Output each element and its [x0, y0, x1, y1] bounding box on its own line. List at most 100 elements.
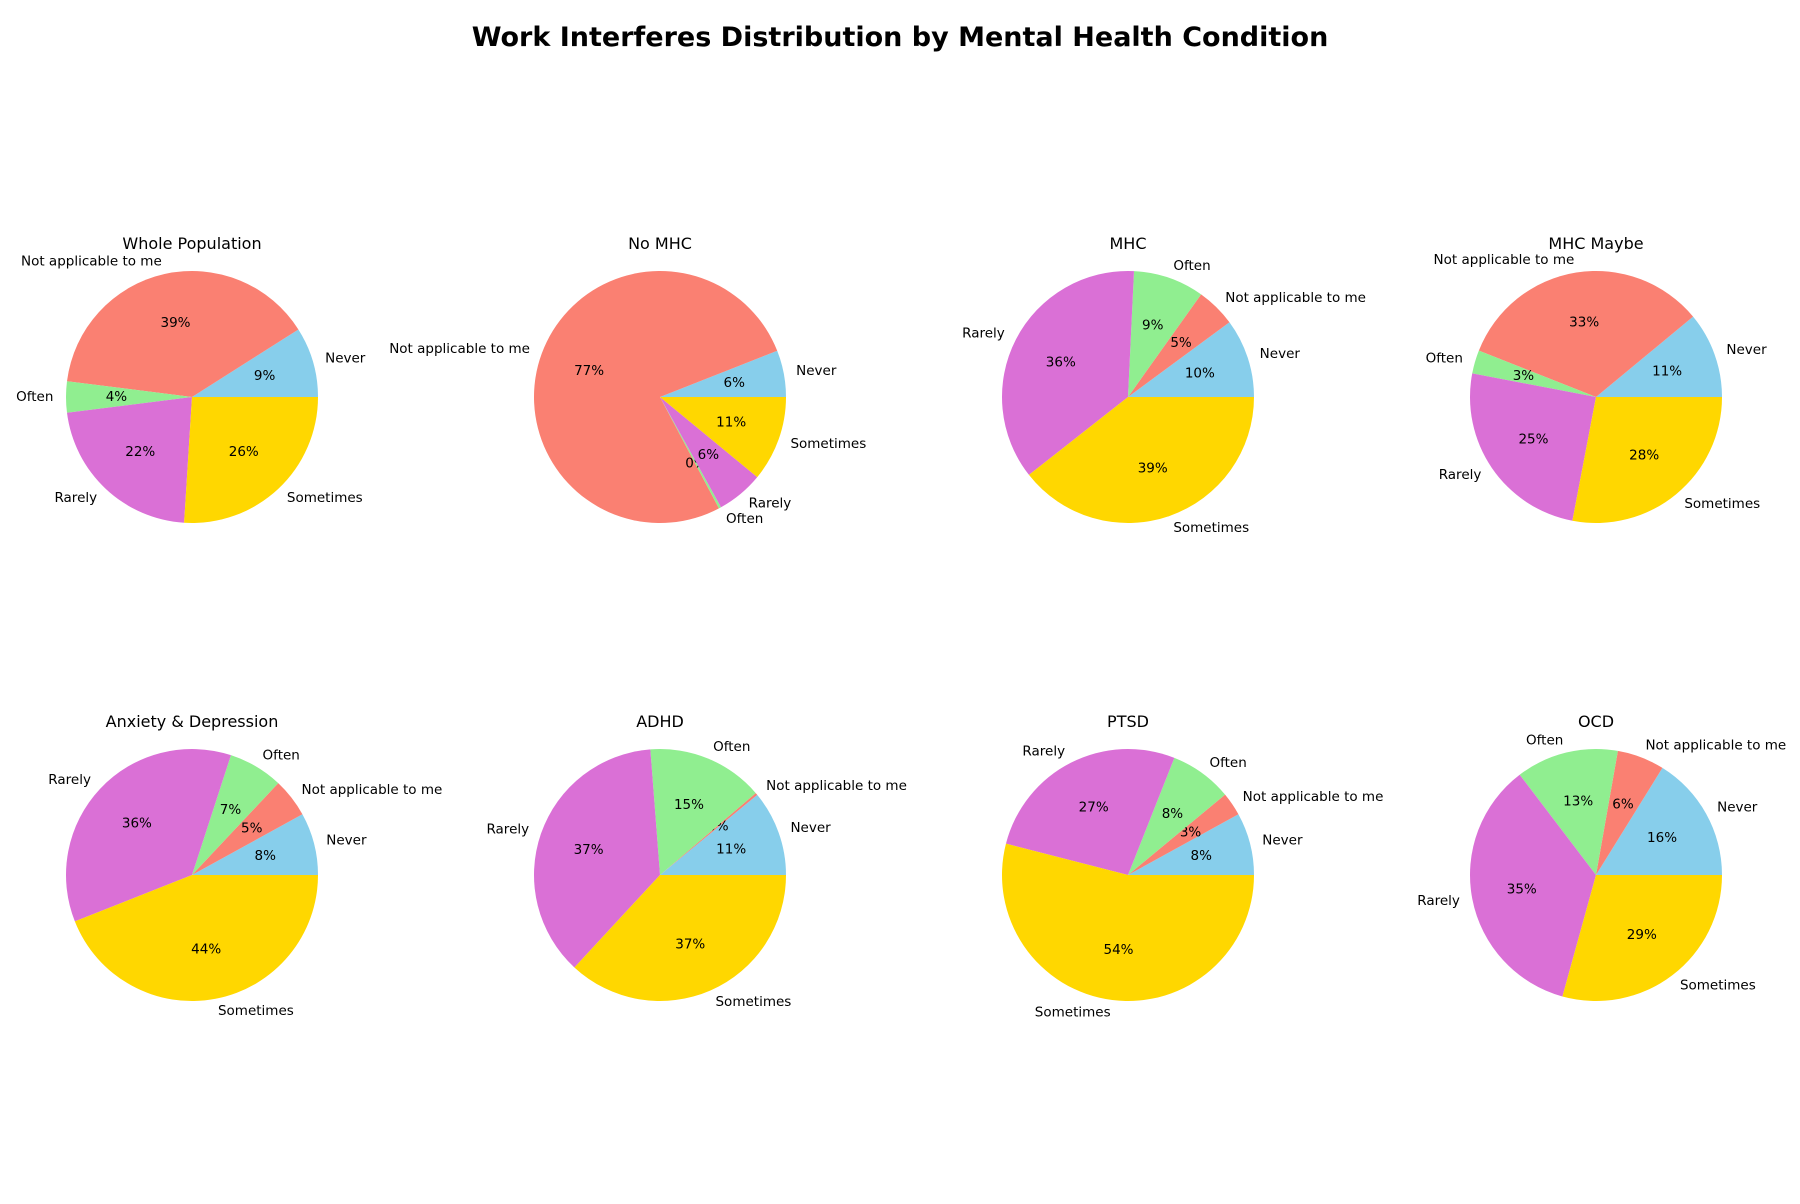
pie-no-mhc: No MHC Never 6% Not applicable to me 77% Ofte… [389, 234, 866, 527]
slice-percent-not-applicable-to-me: 39% [161, 315, 191, 331]
pie-slice-rarely [1005, 749, 1175, 875]
slice-label-not-applicable-to-me: Not applicable to me [1645, 738, 1786, 754]
slice-percent-never: 11% [1652, 363, 1682, 379]
slice-label-sometimes: Sometimes [218, 1003, 294, 1019]
pie-whole-population: Whole Population Never 9% Not applicable to… [16, 234, 366, 523]
pie-slice-sometimes [74, 875, 318, 1001]
slice-label-sometimes: Sometimes [1684, 496, 1760, 512]
slice-percent-not-applicable-to-me: 33% [1569, 314, 1599, 330]
slice-label-sometimes: Sometimes [790, 436, 866, 452]
pie-slice-never [192, 814, 318, 875]
slice-percent-never: 6% [724, 375, 746, 391]
slice-label-never: Never [325, 350, 366, 366]
pie-slice-often [1472, 350, 1596, 397]
slice-label-sometimes: Sometimes [715, 994, 791, 1010]
pie-slice-not-applicable-to-me [660, 793, 758, 875]
slice-label-never: Never [326, 833, 367, 849]
slice-percent-sometimes: 44% [191, 941, 221, 957]
pie-title: PTSD [1107, 712, 1149, 731]
pie-title: Anxiety & Depression [106, 712, 279, 731]
pie-slice-rarely [66, 397, 192, 523]
slice-percent-rarely: 36% [1046, 354, 1076, 370]
pie-slice-never [192, 329, 319, 397]
slice-percent-sometimes: 29% [1627, 927, 1657, 943]
slice-percent-often: 3% [1513, 368, 1535, 384]
slice-percent-never: 11% [716, 841, 746, 857]
pie-title: OCD [1578, 712, 1614, 731]
pie-slice-never [1596, 767, 1722, 875]
slice-percent-rarely: 22% [125, 444, 155, 460]
slice-label-sometimes: Sometimes [1680, 977, 1756, 993]
slice-percent-often: 15% [674, 797, 704, 813]
slice-percent-sometimes: 26% [229, 444, 259, 460]
slice-percent-often: 13% [1563, 794, 1593, 810]
slice-label-never: Never [790, 820, 831, 836]
pie-anxiety-and-depression: Anxiety & Depression Never 8% Not applicabl… [48, 712, 442, 1019]
pie-slice-sometimes [1572, 397, 1722, 524]
pie-slice-sometimes [1562, 875, 1722, 1001]
slice-label-often: Often [1173, 258, 1210, 274]
slice-percent-not-applicable-to-me: 5% [241, 821, 263, 837]
pie-ptsd: PTSD Never 8% Not applicable to me 3% Often 8%… [1002, 712, 1383, 1021]
slice-label-often: Often [726, 511, 763, 527]
slice-percent-sometimes: 37% [675, 936, 705, 952]
pie-slice-not-applicable-to-me [1596, 750, 1663, 875]
slice-label-rarely: Rarely [486, 821, 529, 837]
slice-label-often: Often [713, 739, 750, 755]
slice-percent-rarely: 25% [1518, 431, 1548, 447]
slice-label-not-applicable-to-me: Not applicable to me [21, 254, 162, 270]
pie-slice-often [660, 397, 722, 509]
pie-slice-rarely [1469, 774, 1596, 997]
pie-slice-sometimes [660, 397, 786, 478]
slice-percent-not-applicable-to-me: 3% [1180, 825, 1202, 841]
slice-label-sometimes: Sometimes [287, 490, 363, 506]
slice-percent-never: 10% [1185, 365, 1215, 381]
pie-title: MHC [1109, 234, 1146, 253]
slice-percent-often: 4% [106, 389, 128, 405]
pie-slice-rarely [660, 397, 758, 508]
slice-label-never: Never [796, 363, 837, 379]
slice-percent-often: 9% [1142, 318, 1164, 334]
pie-slice-sometimes [184, 397, 319, 523]
slice-percent-rarely: 6% [698, 447, 720, 463]
slice-label-not-applicable-to-me: Not applicable to me [389, 341, 530, 357]
slice-percent-never: 8% [1191, 848, 1213, 864]
pie-slice-often [1519, 748, 1618, 875]
figure-title: Work Interferes Distribution by Mental H… [472, 22, 1329, 53]
pie-title: No MHC [628, 234, 692, 253]
slice-percent-never: 8% [255, 848, 277, 864]
pie-mhc-maybe: MHC Maybe Never 11% Not applicable to me 33%… [1426, 234, 1767, 524]
pie-slice-never [660, 794, 786, 875]
pie-slice-not-applicable-to-me [1128, 294, 1230, 397]
pie-slice-rarely [66, 749, 231, 922]
pie-title: ADHD [636, 712, 684, 731]
pie-slice-not-applicable-to-me [533, 271, 778, 524]
slice-label-often: Often [1209, 755, 1246, 771]
slice-label-not-applicable-to-me: Not applicable to me [302, 782, 443, 798]
pie-slice-often [650, 748, 756, 875]
slice-percent-sometimes: 54% [1104, 942, 1134, 958]
pie-slice-often [1128, 757, 1226, 875]
slice-label-never: Never [1260, 346, 1301, 362]
pie-slice-often [192, 755, 279, 875]
pie-slice-rarely [1469, 373, 1596, 521]
pie-slice-often [1128, 271, 1202, 397]
slice-percent-often: 7% [220, 802, 242, 818]
slice-label-rarely: Rarely [749, 496, 792, 512]
pie-slice-not-applicable-to-me [1478, 271, 1694, 397]
pie-title: MHC Maybe [1548, 234, 1643, 253]
slice-label-never: Never [1262, 833, 1303, 849]
slice-label-rarely: Rarely [1439, 467, 1482, 483]
slice-percent-not-applicable-to-me: 77% [574, 363, 604, 379]
pie-slice-often [65, 381, 192, 413]
pie-slice-never [1128, 814, 1254, 875]
slice-label-not-applicable-to-me: Not applicable to me [1225, 290, 1366, 306]
pie-slice-sometimes [574, 875, 786, 1002]
slice-percent-sometimes: 39% [1138, 460, 1168, 476]
slice-percent-rarely: 36% [122, 815, 152, 831]
slice-label-rarely: Rarely [54, 490, 97, 506]
slice-label-rarely: Rarely [1417, 893, 1460, 909]
slice-label-sometimes: Sometimes [1173, 520, 1249, 536]
pie-slice-sometimes [1002, 843, 1254, 1002]
slice-percent-sometimes: 28% [1629, 447, 1659, 463]
